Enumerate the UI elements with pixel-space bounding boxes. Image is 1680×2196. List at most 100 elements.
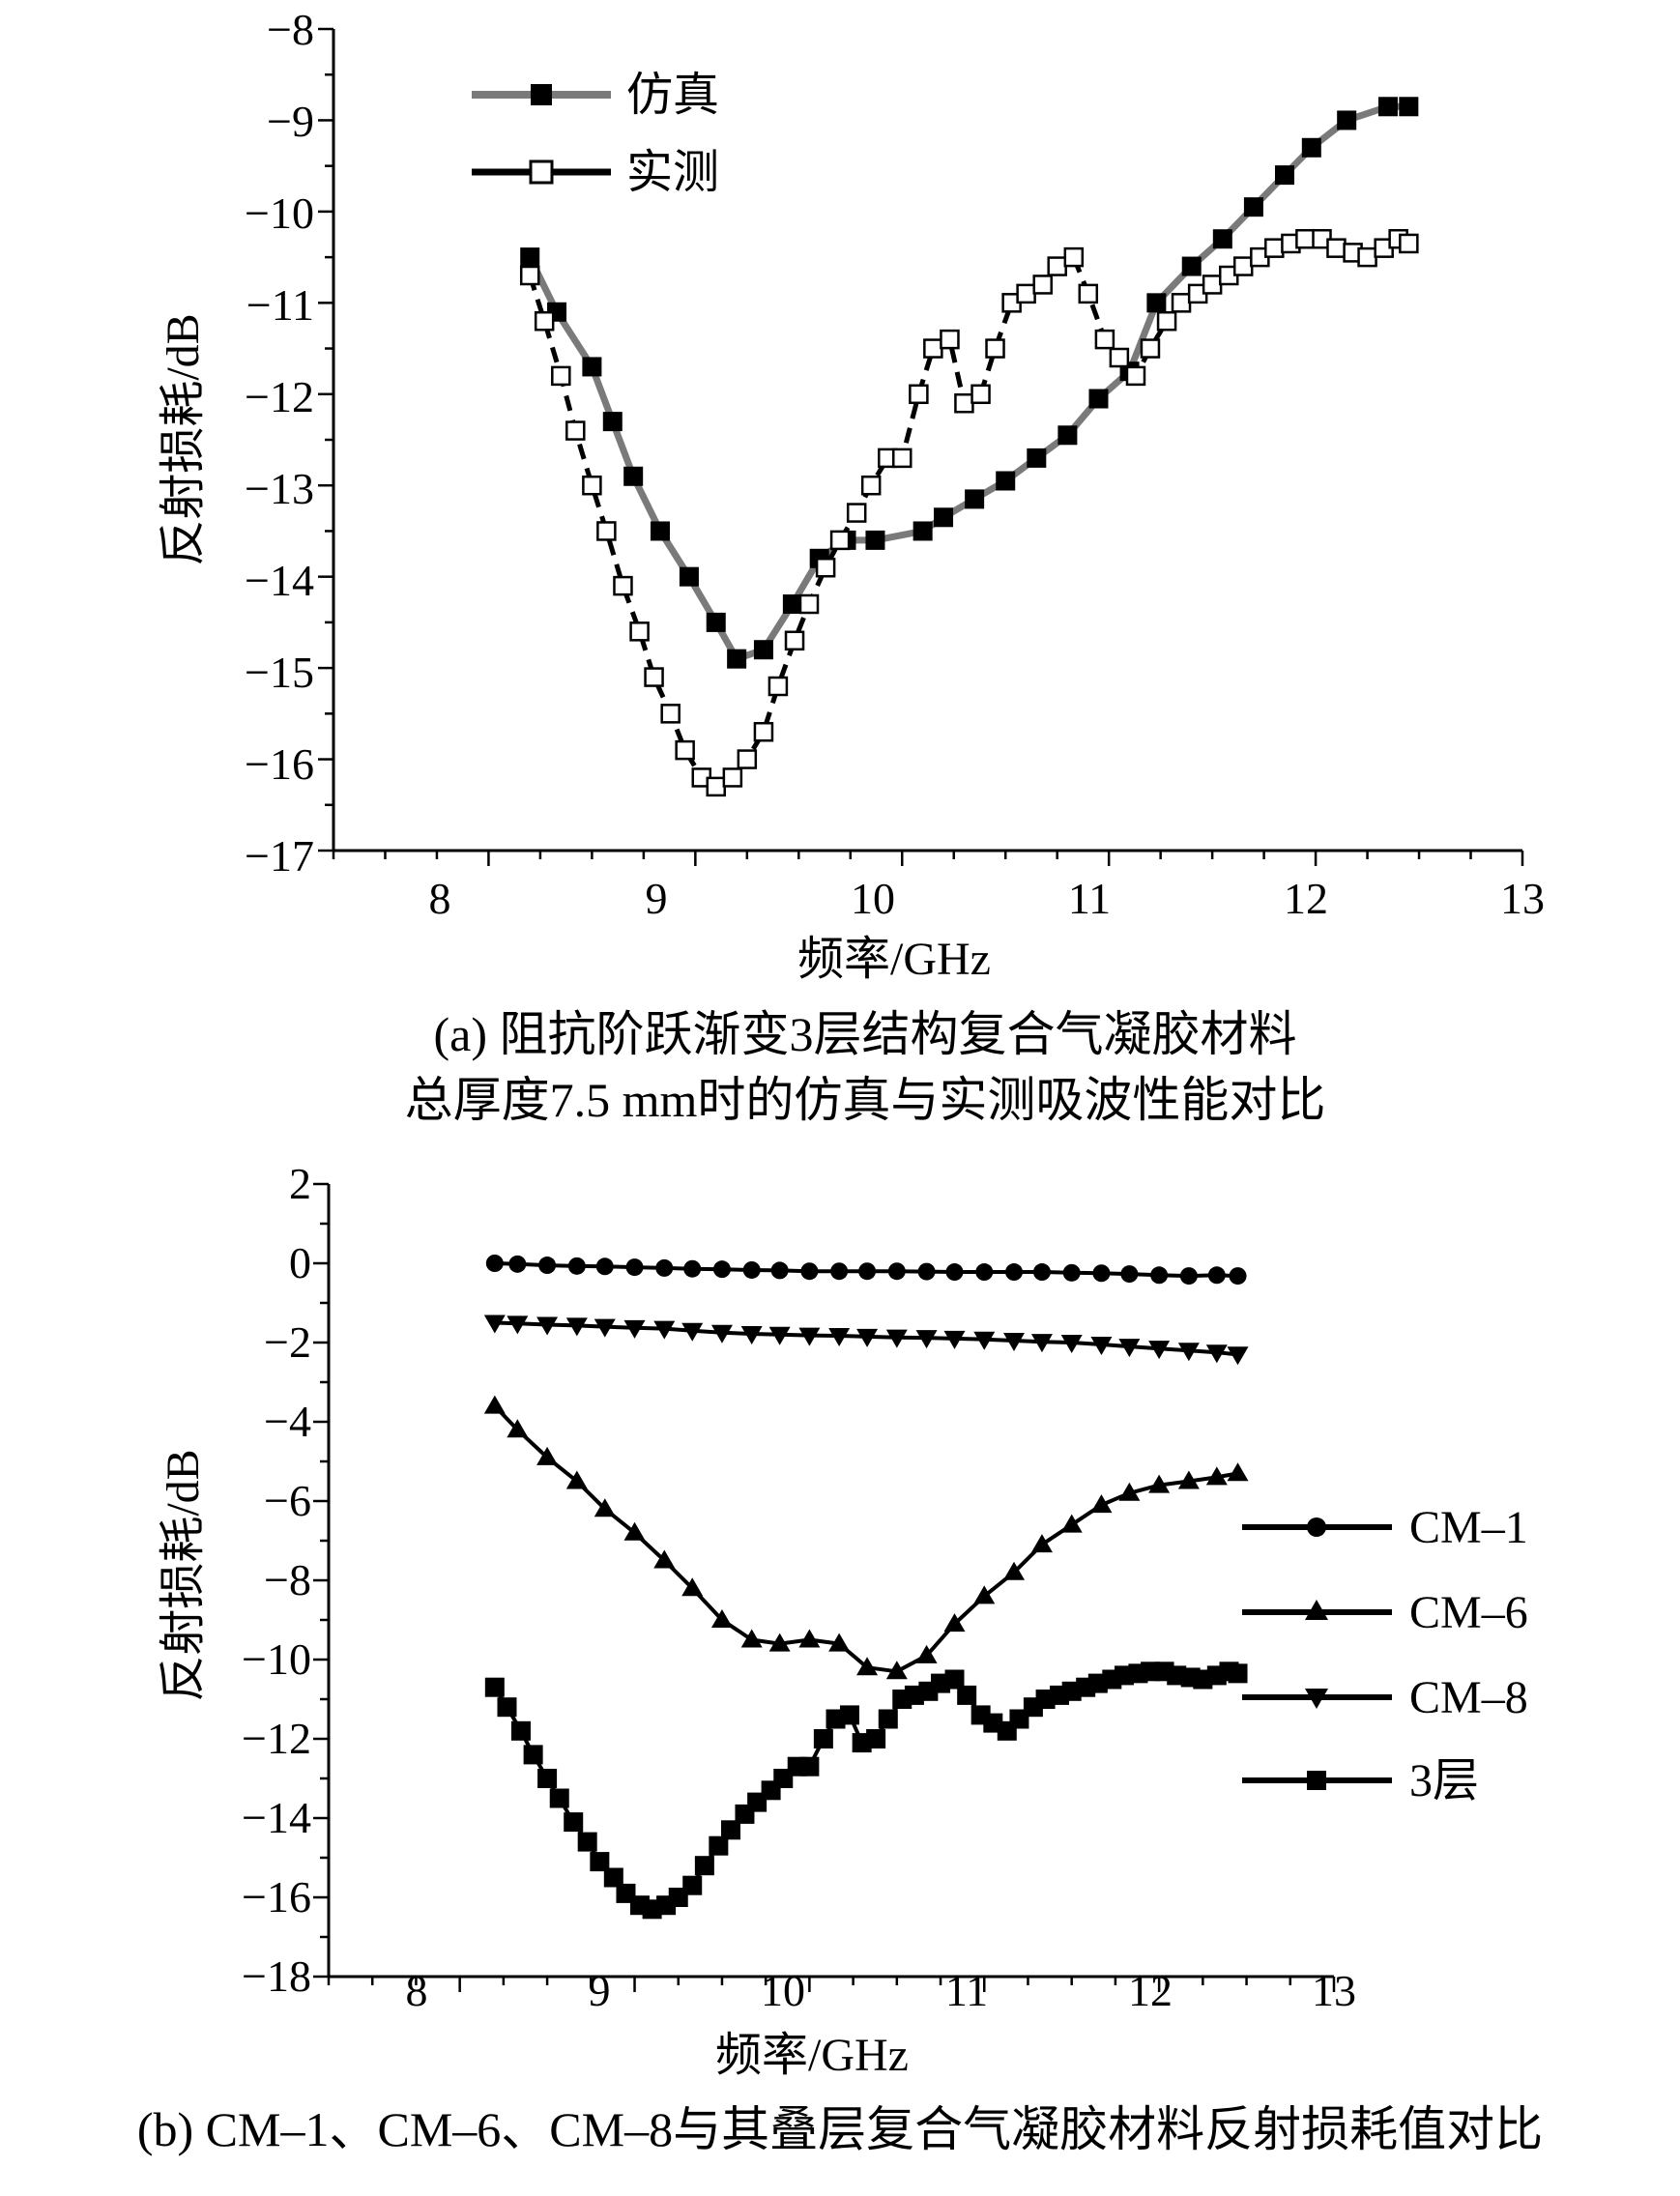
y-tick-label: −10	[245, 188, 314, 238]
data-point	[710, 1609, 733, 1628]
data-point	[603, 1867, 623, 1888]
y-tick-label: −12	[242, 1714, 311, 1763]
data-point	[798, 1629, 821, 1648]
data-point	[484, 1677, 505, 1697]
data-point	[1232, 256, 1254, 276]
data-point	[565, 420, 586, 441]
data-point	[536, 1316, 559, 1336]
data-point	[551, 365, 571, 387]
data-point	[694, 1856, 714, 1876]
y-tick-label: −2	[264, 1317, 311, 1367]
y-tick-label: −12	[245, 372, 314, 421]
data-point	[1229, 1267, 1247, 1286]
data-point	[549, 1788, 569, 1808]
data-point	[644, 667, 664, 687]
legend-marker-cm1	[1307, 1517, 1326, 1537]
data-point	[613, 575, 633, 596]
data-point	[856, 1657, 879, 1676]
data-point	[596, 521, 617, 541]
data-point	[1228, 1663, 1248, 1684]
legend-marker-simulated	[531, 84, 552, 105]
data-point	[1003, 1332, 1026, 1351]
x-tick-label: 10	[761, 1966, 805, 2015]
chart-b-y-ticks: 2 0 −2 −4 −6 −8 −10 −12 −14 −16 −18	[242, 1159, 311, 2001]
data-point	[1181, 256, 1202, 276]
data-point	[934, 507, 954, 528]
data-point	[682, 1875, 703, 1895]
data-point	[1148, 1341, 1171, 1360]
data-point	[681, 1577, 704, 1597]
data-point	[1295, 228, 1316, 249]
data-point	[1094, 329, 1115, 350]
data-point	[1264, 238, 1285, 258]
data-point	[519, 265, 540, 286]
data-point	[675, 739, 695, 761]
chart-b-caption: (b) CM–1、CM–6、CM–8与其叠层复合气凝胶材料反射损耗值对比	[137, 2102, 1543, 2156]
chart-a-plot-area	[318, 27, 1524, 866]
data-point	[1109, 347, 1130, 368]
data-point	[582, 475, 602, 496]
data-point	[943, 1330, 966, 1349]
data-point	[1090, 1337, 1113, 1356]
data-point	[973, 1585, 996, 1604]
data-point	[1090, 1494, 1113, 1514]
data-point	[830, 1262, 849, 1281]
data-point	[1227, 1462, 1249, 1482]
chart-a-y-ticks: −8 −9 −10 −11 −12 −13 −14 −15 −16 −17	[245, 5, 314, 881]
data-point	[1016, 283, 1036, 304]
data-point	[784, 630, 805, 651]
y-tick-label: −13	[245, 464, 314, 513]
x-tick-label: 9	[589, 1966, 611, 2015]
data-point	[944, 1669, 965, 1690]
legend-marker-cm8	[1305, 1689, 1328, 1709]
data-point	[1063, 246, 1085, 268]
data-point	[1057, 425, 1078, 446]
data-point	[655, 1258, 674, 1277]
legend-label-cm6: CM–6	[1409, 1587, 1528, 1638]
y-tick-label: −8	[267, 5, 314, 54]
data-point	[565, 1470, 588, 1489]
data-point	[885, 1661, 908, 1680]
data-point	[1399, 97, 1419, 117]
data-point	[970, 384, 991, 405]
legend-item-3layer: 3层	[1242, 1755, 1479, 1806]
x-tick-label: 12	[1128, 1966, 1173, 2015]
data-point	[975, 1263, 994, 1282]
data-point	[815, 557, 836, 578]
x-tick-label: 8	[406, 1966, 428, 2015]
data-point	[945, 1263, 964, 1282]
data-point	[582, 357, 602, 377]
data-point	[954, 392, 974, 414]
data-point	[973, 1331, 996, 1350]
data-point	[996, 471, 1016, 491]
y-tick-label: 0	[289, 1238, 311, 1287]
data-point	[1030, 1534, 1053, 1553]
legend-label-measured: 实测	[626, 147, 719, 198]
data-point	[709, 1835, 729, 1856]
data-point	[1146, 293, 1167, 313]
data-point	[985, 338, 1005, 359]
legend-item-measured: 实测	[472, 147, 719, 198]
data-point	[590, 1852, 610, 1872]
data-point	[1118, 1482, 1141, 1501]
data-point	[799, 1756, 820, 1777]
data-point	[909, 384, 929, 405]
data-point	[1177, 1343, 1200, 1362]
data-point	[1202, 274, 1223, 295]
data-point	[1377, 97, 1398, 117]
chart-a-y-axis-label: 反射损耗/dB	[158, 313, 209, 565]
series-line	[493, 1404, 1238, 1674]
data-point	[508, 1255, 527, 1273]
data-point	[653, 1549, 676, 1569]
data-point	[485, 1255, 504, 1272]
data-point	[768, 1633, 791, 1652]
data-point	[536, 1446, 559, 1465]
data-point	[1047, 256, 1067, 276]
data-point	[650, 521, 670, 541]
data-point	[1156, 310, 1177, 332]
data-point	[595, 1257, 614, 1276]
data-point	[915, 1330, 938, 1349]
data-point	[740, 1325, 763, 1344]
data-point	[623, 1319, 646, 1339]
